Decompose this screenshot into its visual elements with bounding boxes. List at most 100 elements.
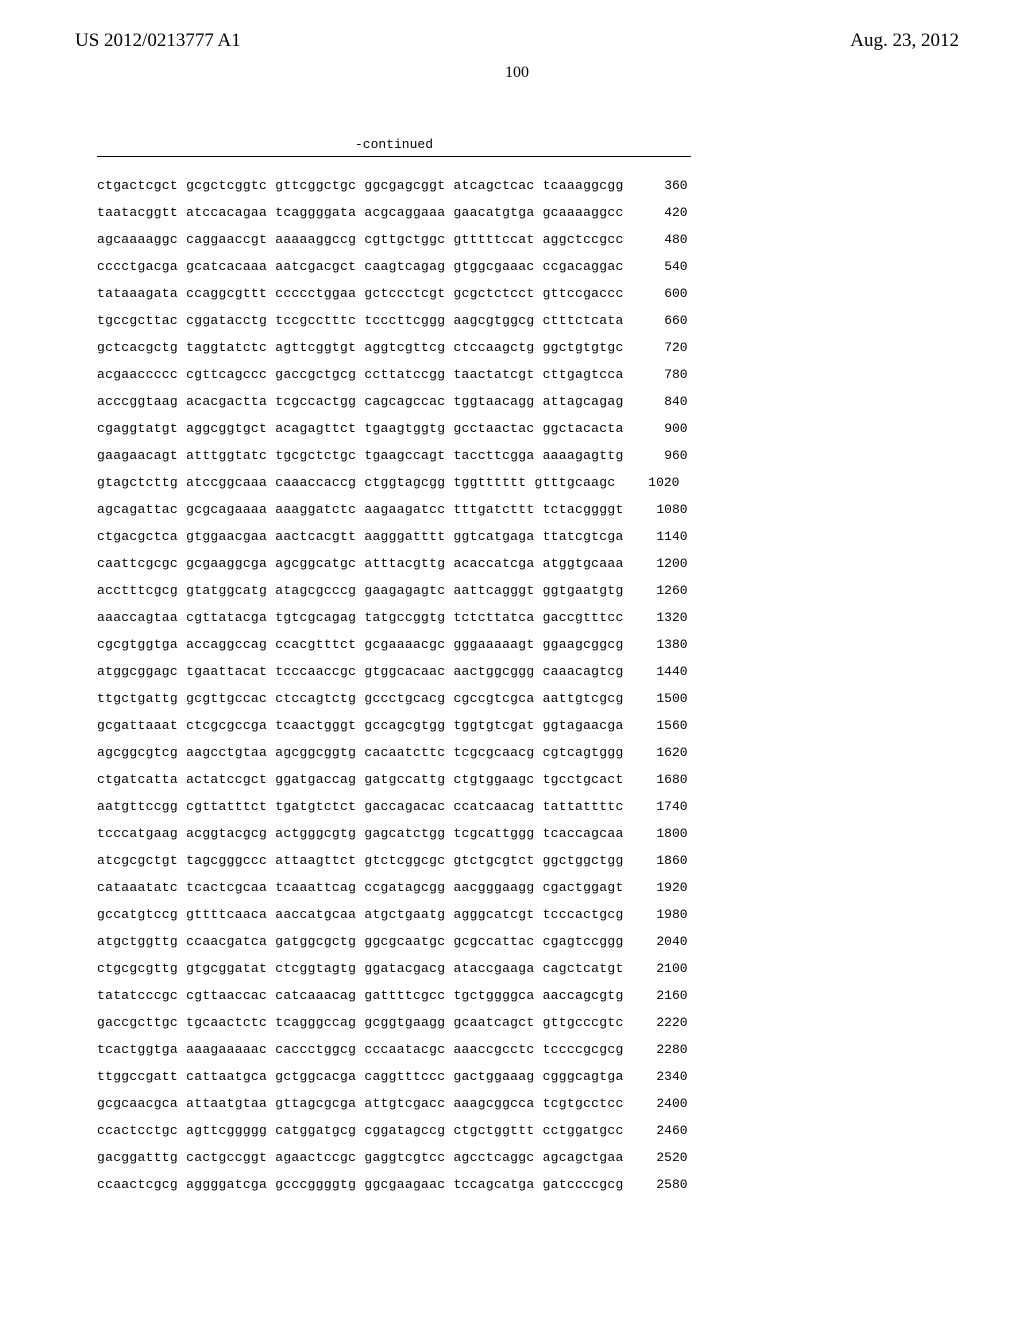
sequence-row: agcggcgtcg aagcctgtaa agcggcggtg cacaatc…	[97, 746, 959, 759]
sequence-row: tgccgcttac cggatacctg tccgcctttc tcccttc…	[97, 314, 959, 327]
sequence-row: gcgattaaat ctcgcgccga tcaactgggt gccagcg…	[97, 719, 959, 732]
sequence-row: ttggccgatt cattaatgca gctggcacga caggttt…	[97, 1070, 959, 1083]
sequence-groups: gaccgcttgc tgcaactctc tcagggccag gcggtga…	[97, 1016, 624, 1029]
sequence-position: 2580	[652, 1178, 688, 1191]
sequence-row: ttgctgattg gcgttgccac ctccagtctg gccctgc…	[97, 692, 959, 705]
sequence-position: 2160	[652, 989, 688, 1002]
sequence-groups: tatatcccgc cgttaaccac catcaaacag gattttc…	[97, 989, 624, 1002]
sequence-row: taatacggtt atccacagaa tcaggggata acgcagg…	[97, 206, 959, 219]
sequence-groups: atggcggagc tgaattacat tcccaaccgc gtggcac…	[97, 665, 624, 678]
sequence-groups: cccctgacga gcatcacaaa aatcgacgct caagtca…	[97, 260, 624, 273]
sequence-position: 1320	[652, 611, 688, 624]
sequence-row: tataaagata ccaggcgttt ccccctggaa gctccct…	[97, 287, 959, 300]
sequence-position: 960	[652, 449, 688, 462]
sequence-row: ccaactcgcg aggggatcga gcccggggtg ggcgaag…	[97, 1178, 959, 1191]
sequence-groups: tcactggtga aaagaaaaac caccctggcg cccaata…	[97, 1043, 624, 1056]
sequence-row: acctttcgcg gtatggcatg atagcgcccg gaagaga…	[97, 584, 959, 597]
sequence-groups: aaaccagtaa cgttatacga tgtcgcagag tatgccg…	[97, 611, 624, 624]
sequence-groups: ccaactcgcg aggggatcga gcccggggtg ggcgaag…	[97, 1178, 624, 1191]
sequence-position: 2100	[652, 962, 688, 975]
sequence-position: 420	[652, 206, 688, 219]
sequence-groups: ctgactcgct gcgctcggtc gttcggctgc ggcgagc…	[97, 179, 624, 192]
sequence-row: aatgttccgg cgttatttct tgatgtctct gaccaga…	[97, 800, 959, 813]
sequence-row: ctgacgctca gtggaacgaa aactcacgtt aagggat…	[97, 530, 959, 543]
sequence-row: agcaaaaggc caggaaccgt aaaaaggccg cgttgct…	[97, 233, 959, 246]
sequence-position: 2220	[652, 1016, 688, 1029]
sequence-row: atgctggttg ccaacgatca gatggcgctg ggcgcaa…	[97, 935, 959, 948]
sequence-row: acgaaccccc cgttcagccc gaccgctgcg ccttatc…	[97, 368, 959, 381]
sequence-position: 2400	[652, 1097, 688, 1110]
sequence-groups: tataaagata ccaggcgttt ccccctggaa gctccct…	[97, 287, 624, 300]
sequence-groups: ctgcgcgttg gtgcggatat ctcggtagtg ggatacg…	[97, 962, 624, 975]
sequence-position: 1500	[652, 692, 688, 705]
sequence-row: atggcggagc tgaattacat tcccaaccgc gtggcac…	[97, 665, 959, 678]
sequence-position: 1620	[652, 746, 688, 759]
sequence-row: aaaccagtaa cgttatacga tgtcgcagag tatgccg…	[97, 611, 959, 624]
sequence-row: cgaggtatgt aggcggtgct acagagttct tgaagtg…	[97, 422, 959, 435]
page-number: 100	[75, 64, 959, 82]
sequence-row: gcgcaacgca attaatgtaa gttagcgcga attgtcg…	[97, 1097, 959, 1110]
sequence-groups: agcaaaaggc caggaaccgt aaaaaggccg cgttgct…	[97, 233, 624, 246]
sequence-position: 1920	[652, 881, 688, 894]
sequence-position: 1080	[652, 503, 688, 516]
sequence-groups: taatacggtt atccacagaa tcaggggata acgcagg…	[97, 206, 624, 219]
sequence-position: 840	[652, 395, 688, 408]
sequence-position: 480	[652, 233, 688, 246]
sequence-groups: tgccgcttac cggatacctg tccgcctttc tcccttc…	[97, 314, 624, 327]
sequence-position: 1440	[652, 665, 688, 678]
sequence-groups: cataaatatc tcactcgcaa tcaaattcag ccgatag…	[97, 881, 624, 894]
sequence-groups: acccggtaag acacgactta tcgccactgg cagcagc…	[97, 395, 624, 408]
sequence-groups: agcggcgtcg aagcctgtaa agcggcggtg cacaatc…	[97, 746, 624, 759]
sequence-row: tcccatgaag acggtacgcg actgggcgtg gagcatc…	[97, 827, 959, 840]
sequence-position: 600	[652, 287, 688, 300]
sequence-groups: gaagaacagt atttggtatc tgcgctctgc tgaagcc…	[97, 449, 624, 462]
sequence-row: agcagattac gcgcagaaaa aaaggatctc aagaaga…	[97, 503, 959, 516]
sequence-position: 2520	[652, 1151, 688, 1164]
sequence-position: 1260	[652, 584, 688, 597]
sequence-row: tcactggtga aaagaaaaac caccctggcg cccaata…	[97, 1043, 959, 1056]
sequence-position: 900	[652, 422, 688, 435]
sequence-row: cataaatatc tcactcgcaa tcaaattcag ccgatag…	[97, 881, 959, 894]
sequence-position: 1380	[652, 638, 688, 651]
sequence-position: 2280	[652, 1043, 688, 1056]
sequence-position: 1860	[652, 854, 688, 867]
sequence-position: 1020	[643, 476, 679, 489]
sequence-groups: acctttcgcg gtatggcatg atagcgcccg gaagaga…	[97, 584, 624, 597]
sequence-row: acccggtaag acacgactta tcgccactgg cagcagc…	[97, 395, 959, 408]
sequence-row: ctgcgcgttg gtgcggatat ctcggtagtg ggatacg…	[97, 962, 959, 975]
sequence-position: 1680	[652, 773, 688, 786]
sequence-groups: gctcacgctg taggtatctc agttcggtgt aggtcgt…	[97, 341, 624, 354]
sequence-row: ccactcctgc agttcggggg catggatgcg cggatag…	[97, 1124, 959, 1137]
sequence-row: ctgatcatta actatccgct ggatgaccag gatgcca…	[97, 773, 959, 786]
sequence-row: caattcgcgc gcgaaggcga agcggcatgc atttacg…	[97, 557, 959, 570]
sequence-groups: tcccatgaag acggtacgcg actgggcgtg gagcatc…	[97, 827, 624, 840]
sequence-groups: gtagctcttg atccggcaaa caaaccaccg ctggtag…	[97, 476, 615, 489]
sequence-position: 1200	[652, 557, 688, 570]
sequence-row: gtagctcttg atccggcaaa caaaccaccg ctggtag…	[97, 476, 959, 489]
sequence-row: gacggatttg cactgccggt agaactccgc gaggtcg…	[97, 1151, 959, 1164]
sequence-position: 720	[652, 341, 688, 354]
sequence-groups: aatgttccgg cgttatttct tgatgtctct gaccaga…	[97, 800, 624, 813]
sequence-groups: cgaggtatgt aggcggtgct acagagttct tgaagtg…	[97, 422, 624, 435]
sequence-row: gctcacgctg taggtatctc agttcggtgt aggtcgt…	[97, 341, 959, 354]
sequence-groups: atgctggttg ccaacgatca gatggcgctg ggcgcaa…	[97, 935, 624, 948]
sequence-position: 2040	[652, 935, 688, 948]
sequence-groups: gacggatttg cactgccggt agaactccgc gaggtcg…	[97, 1151, 624, 1164]
sequence-groups: caattcgcgc gcgaaggcga agcggcatgc atttacg…	[97, 557, 624, 570]
sequence-groups: ttgctgattg gcgttgccac ctccagtctg gccctgc…	[97, 692, 624, 705]
sequence-groups: gcgcaacgca attaatgtaa gttagcgcga attgtcg…	[97, 1097, 624, 1110]
sequence-position: 1740	[652, 800, 688, 813]
sequence-row: atcgcgctgt tagcgggccc attaagttct gtctcgg…	[97, 854, 959, 867]
sequence-groups: acgaaccccc cgttcagccc gaccgctgcg ccttatc…	[97, 368, 624, 381]
sequence-groups: ctgacgctca gtggaacgaa aactcacgtt aagggat…	[97, 530, 624, 543]
sequence-row: tatatcccgc cgttaaccac catcaaacag gattttc…	[97, 989, 959, 1002]
sequence-groups: agcagattac gcgcagaaaa aaaggatctc aagaaga…	[97, 503, 624, 516]
sequence-row: ctgactcgct gcgctcggtc gttcggctgc ggcgagc…	[97, 179, 959, 192]
divider-line	[97, 156, 691, 157]
sequence-row: gccatgtccg gttttcaaca aaccatgcaa atgctga…	[97, 908, 959, 921]
sequence-position: 2460	[652, 1124, 688, 1137]
sequence-position: 540	[652, 260, 688, 273]
sequence-groups: atcgcgctgt tagcgggccc attaagttct gtctcgg…	[97, 854, 624, 867]
sequence-groups: ccactcctgc agttcggggg catggatgcg cggatag…	[97, 1124, 624, 1137]
sequence-listing: ctgactcgct gcgctcggtc gttcggctgc ggcgagc…	[97, 179, 959, 1191]
